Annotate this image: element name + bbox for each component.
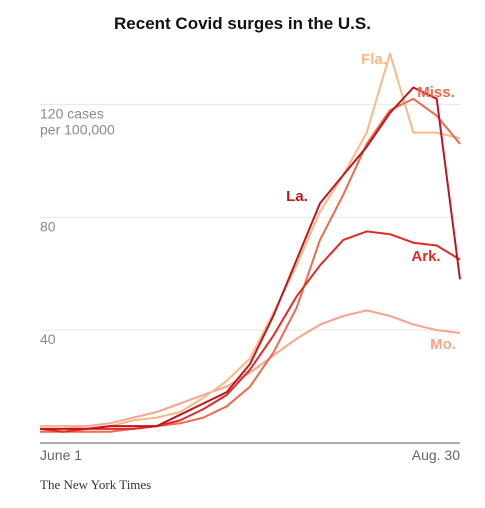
series-label-la: La.: [286, 188, 308, 205]
series-label-miss: Miss.: [417, 84, 455, 101]
source-credit: The New York Times: [40, 477, 152, 492]
y-unit-label: 120 cases: [40, 105, 104, 121]
series-label-fla: Fla.: [361, 51, 387, 68]
series-line-la: [40, 86, 461, 430]
x-tick-label: Aug. 30: [412, 447, 460, 463]
y-tick-label: 40: [40, 331, 56, 347]
y-unit-label: per 100,000: [40, 121, 115, 137]
chart-title: Recent Covid surges in the U.S.: [114, 14, 371, 33]
series-line-miss: [40, 97, 461, 433]
series-line-mo: [40, 309, 461, 428]
series-label-ark: Ark.: [411, 248, 440, 265]
x-tick-label: June 1: [40, 447, 82, 463]
y-tick-label: 80: [40, 218, 56, 234]
series-label-mo: Mo.: [430, 336, 456, 353]
series-line-ark: [39, 230, 461, 433]
